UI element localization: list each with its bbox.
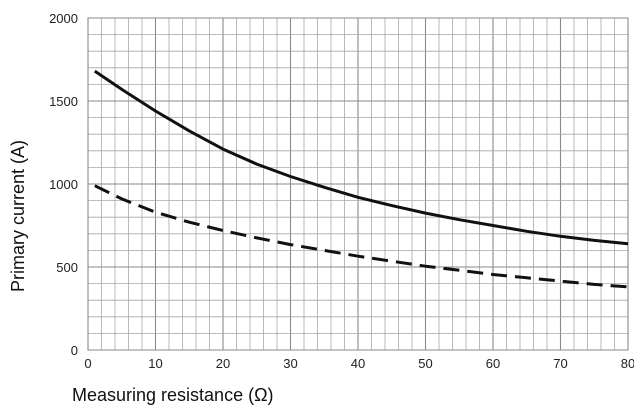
- y-tick-label: 500: [56, 260, 78, 275]
- y-tick-label: 1500: [49, 94, 78, 109]
- x-tick-label: 0: [84, 356, 91, 371]
- x-tick-label: 10: [148, 356, 162, 371]
- x-tick-label: 50: [418, 356, 432, 371]
- x-tick-label: 40: [351, 356, 365, 371]
- solid-series-line: [93, 69, 629, 246]
- plot-frame: [87, 17, 629, 351]
- x-tick-label: 60: [486, 356, 500, 371]
- x-tick-label: 70: [553, 356, 567, 371]
- dashed-series-line: [94, 184, 629, 289]
- x-tick-label: 30: [283, 356, 297, 371]
- x-axis-ticks: 0 10 20 30 40 50 60 70 80: [84, 356, 634, 371]
- y-tick-label: 0: [71, 343, 78, 358]
- x-axis-title: Measuring resistance (Ω): [72, 385, 274, 405]
- y-tick-label: 1000: [49, 177, 78, 192]
- y-axis-ticks: 0 500 1000 1500 2000: [49, 11, 78, 358]
- x-tick-label: 20: [216, 356, 230, 371]
- x-tick-label: 80: [621, 356, 634, 371]
- y-axis-title: Primary current (A): [8, 140, 28, 292]
- grid: [87, 17, 629, 351]
- y-tick-label: 2000: [49, 11, 78, 26]
- series-layer: [93, 69, 629, 289]
